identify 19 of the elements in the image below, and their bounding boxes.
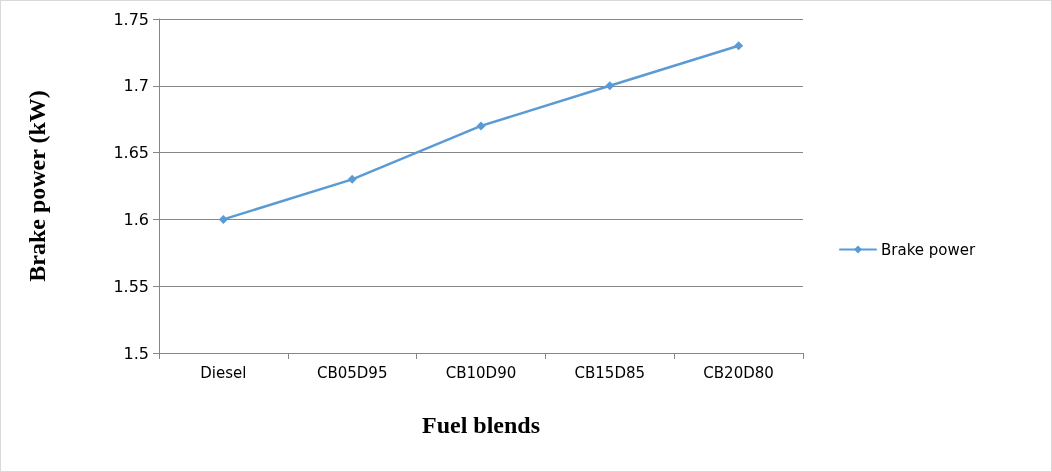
- point: [347, 174, 357, 184]
- point: [218, 214, 228, 224]
- x-tick-label: CB15D85: [574, 363, 646, 382]
- x-axis-title: Fuel blends: [421, 412, 541, 438]
- y-tick-label: 1.5: [123, 343, 149, 363]
- y-tick-label: 1.65: [113, 143, 149, 163]
- legend-label: Brake power: [881, 240, 976, 259]
- y-axis-title: Brake power (kW): [24, 90, 50, 282]
- y-tick-label: 1.7: [123, 76, 149, 96]
- x-tick-label: Diesel: [200, 363, 247, 382]
- y-tick-label: 1.55: [113, 276, 149, 296]
- x-tick-label: CB10D90: [445, 363, 517, 382]
- point: [605, 81, 615, 91]
- x-tick-label: CB05D95: [316, 363, 388, 382]
- x-tick-label: CB20D80: [703, 363, 774, 382]
- y-tick-label: 1.75: [113, 9, 149, 29]
- point: [476, 121, 486, 131]
- y-tick-label: 1.6: [123, 209, 149, 229]
- point: [734, 41, 744, 51]
